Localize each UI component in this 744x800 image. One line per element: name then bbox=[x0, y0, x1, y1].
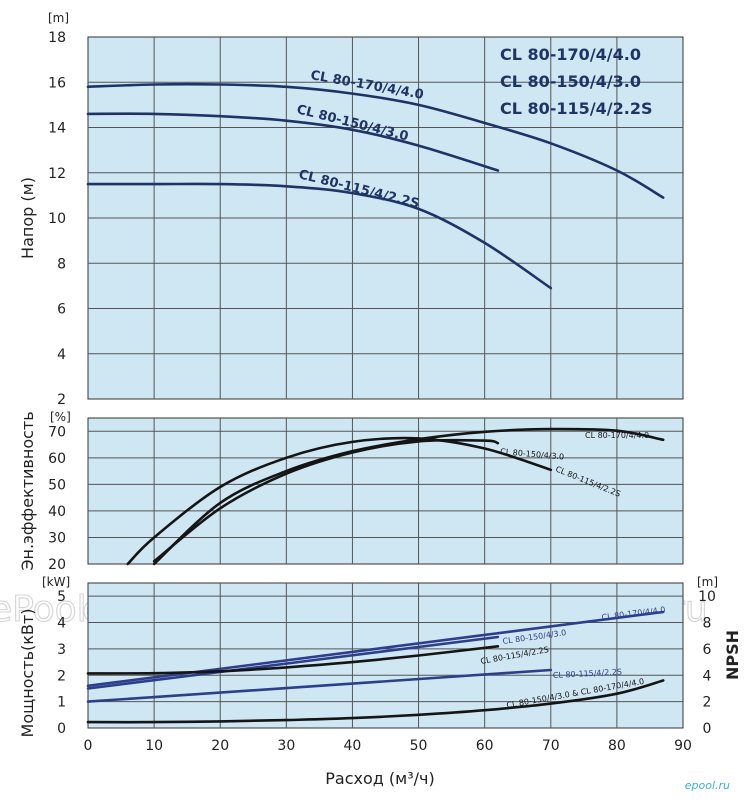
x-tick-label: 50 bbox=[410, 738, 428, 754]
series-label: CL 80-115/4/2.2S bbox=[553, 667, 623, 680]
x-tick-label: 20 bbox=[211, 738, 229, 754]
npsh-axis-title: NPSH bbox=[723, 630, 742, 680]
x-tick-labels: 0 10 20 30 40 50 60 70 80 90 bbox=[84, 738, 692, 754]
y-tick-label: 18 bbox=[48, 30, 66, 46]
head-y-axis-title: Напор (м) bbox=[18, 177, 37, 259]
y-tick-label: 0 bbox=[57, 721, 66, 737]
power-plot-area bbox=[87, 582, 684, 729]
series-line bbox=[86, 645, 500, 675]
series-line bbox=[86, 635, 500, 690]
x-tick-label: 70 bbox=[542, 738, 560, 754]
legend-item: CL 80-170/4/4.0 bbox=[500, 45, 641, 64]
y-tick-label: 40 bbox=[48, 504, 66, 520]
head-curves bbox=[86, 82, 665, 290]
power-curves bbox=[86, 610, 665, 724]
legend-item: CL 80-150/4/3.0 bbox=[500, 72, 641, 91]
y-tick-label: 3 bbox=[57, 642, 66, 658]
x-tick-label: 30 bbox=[277, 738, 295, 754]
y-tick-label: 1 bbox=[57, 695, 66, 711]
series-line bbox=[126, 436, 553, 566]
brand-logo-text: epool.ru bbox=[684, 779, 730, 792]
power-y-unit: [kW] bbox=[42, 575, 70, 589]
npsh-tick-label: 4 bbox=[703, 668, 712, 684]
x-tick-label: 10 bbox=[145, 738, 163, 754]
head-chart: 2 4 6 8 10 12 14 16 18 CL 80-170/4/4.0 CL 80-150/… bbox=[18, 11, 684, 408]
head-legend: CL 80-170/4/4.0 CL 80-150/4/3.0 CL 80-11… bbox=[500, 45, 653, 118]
series-line bbox=[86, 112, 500, 172]
y-tick-label: 20 bbox=[48, 557, 66, 573]
x-axis-title: Расход (м³/ч) bbox=[325, 769, 434, 788]
efficiency-curves bbox=[126, 427, 665, 566]
head-y-ticks: 2 4 6 8 10 12 14 16 18 bbox=[48, 30, 66, 408]
y-tick-label: 60 bbox=[48, 451, 66, 467]
x-tick-label: 0 bbox=[84, 738, 93, 754]
y-tick-label: 6 bbox=[57, 302, 66, 318]
npsh-y-ticks: 0 2 4 6 8 10 bbox=[698, 589, 716, 737]
x-tick-label: 80 bbox=[608, 738, 626, 754]
y-tick-label: 14 bbox=[48, 121, 66, 137]
y-tick-label: 50 bbox=[48, 477, 66, 493]
y-tick-label: 12 bbox=[48, 166, 66, 182]
series-line bbox=[86, 668, 553, 703]
efficiency-grid bbox=[88, 418, 683, 564]
x-tick-label: 90 bbox=[674, 738, 692, 754]
head-grid bbox=[88, 37, 683, 399]
y-tick-label: 70 bbox=[48, 424, 66, 440]
head-y-unit: [m] bbox=[48, 11, 69, 25]
npsh-tick-label: 10 bbox=[698, 589, 716, 605]
series-line bbox=[86, 182, 553, 290]
y-tick-label: 16 bbox=[48, 75, 66, 91]
series-line bbox=[86, 82, 665, 199]
legend-item: CL 80-115/4/2.2S bbox=[500, 99, 653, 118]
series-line bbox=[86, 679, 665, 724]
power-y-axis-title: Мощность(кВт) bbox=[18, 609, 37, 738]
power-y-ticks: 0 1 2 3 4 5 bbox=[57, 589, 66, 737]
y-tick-label: 8 bbox=[57, 256, 66, 272]
y-tick-label: 5 bbox=[57, 589, 66, 605]
y-tick-label: 30 bbox=[48, 530, 66, 546]
y-tick-label: 4 bbox=[57, 347, 66, 363]
npsh-tick-label: 2 bbox=[703, 695, 712, 711]
series-line bbox=[152, 438, 500, 563]
npsh-tick-label: 6 bbox=[703, 642, 712, 658]
npsh-tick-label: 0 bbox=[703, 721, 712, 737]
y-tick-label: 2 bbox=[57, 392, 66, 408]
efficiency-y-ticks: 20 30 40 50 60 70 bbox=[48, 424, 66, 573]
series-line bbox=[86, 610, 665, 688]
x-tick-label: 60 bbox=[476, 738, 494, 754]
y-tick-label: 4 bbox=[57, 616, 66, 632]
y-tick-label: 10 bbox=[48, 211, 66, 227]
series-label: CL 80-170/4/4.0 bbox=[585, 431, 649, 440]
x-tick-label: 40 bbox=[344, 738, 362, 754]
npsh-tick-label: 8 bbox=[703, 616, 712, 632]
npsh-y-unit: [m] bbox=[697, 575, 718, 589]
efficiency-y-unit: [%] bbox=[50, 410, 71, 424]
efficiency-y-axis-title: Эн.эффективность bbox=[18, 411, 37, 570]
y-tick-label: 2 bbox=[57, 668, 66, 684]
efficiency-plot-area bbox=[87, 417, 684, 565]
